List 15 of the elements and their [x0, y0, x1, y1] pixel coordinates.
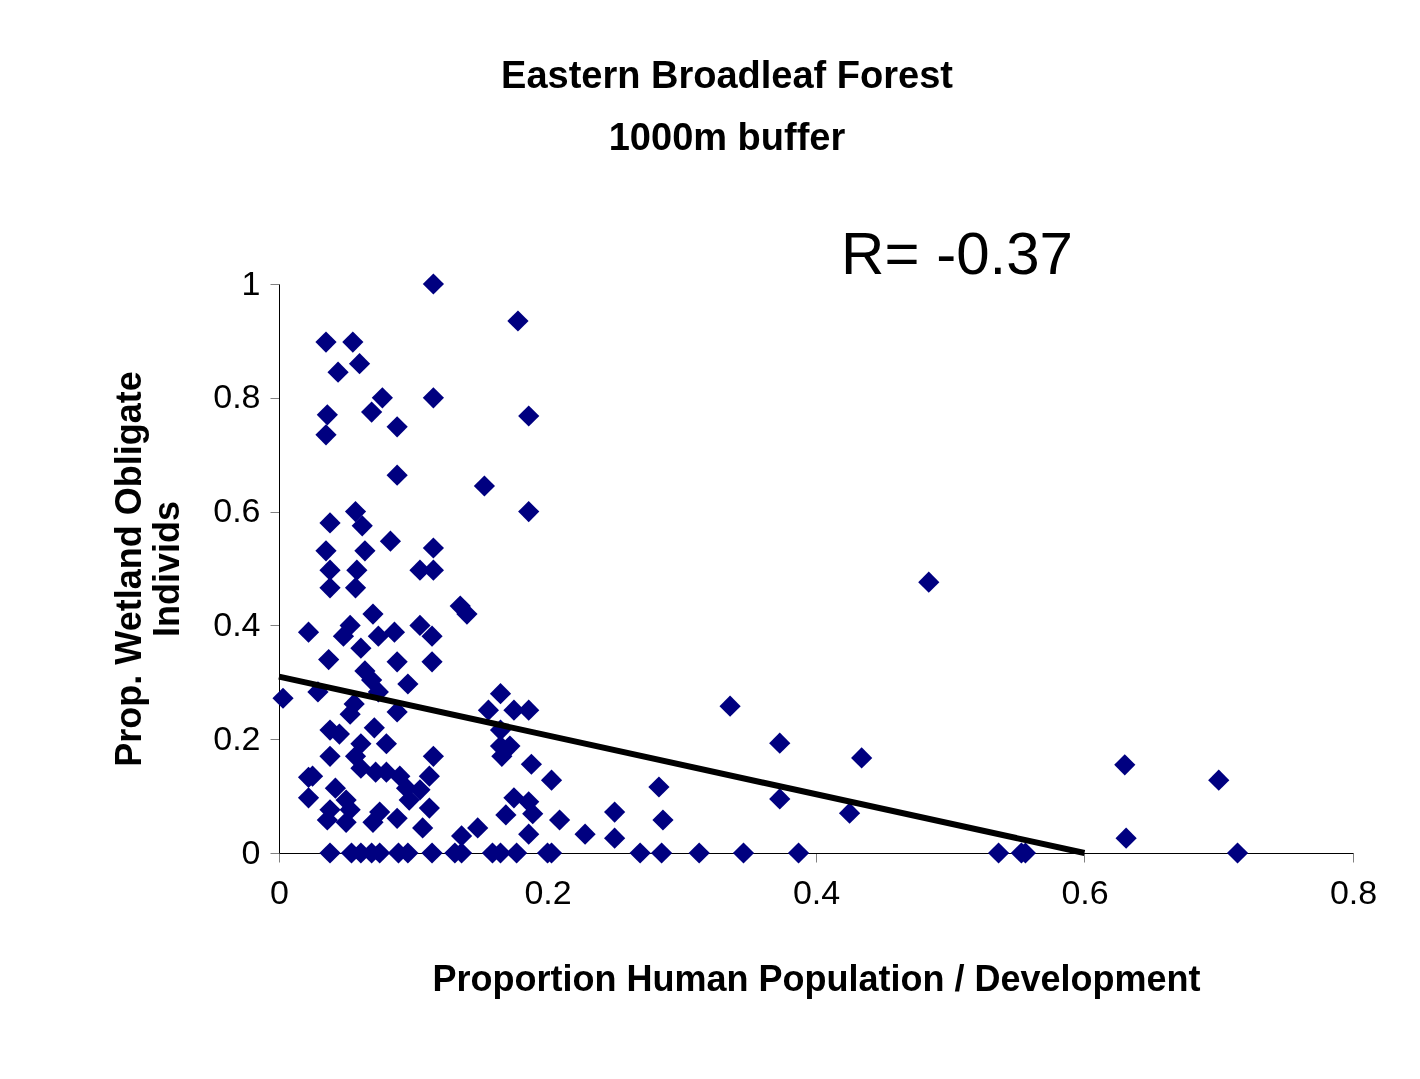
- annotation: R= -0.37: [841, 220, 1073, 287]
- x-tick-label: 0.2: [524, 872, 572, 911]
- y-tick-label: 0.6: [213, 491, 261, 530]
- x-tick-label: 0.8: [1329, 872, 1378, 911]
- y-axis-title: Prop. Wetland Obligate Individs: [108, 371, 188, 767]
- x-tick-label: 0: [270, 872, 289, 911]
- y-tick-label: 0: [241, 832, 261, 871]
- x-axis-title: Proportion Human Population / Development: [432, 957, 1201, 999]
- x-tick-label: 0.4: [792, 872, 841, 911]
- y-tick-label: 0.8: [213, 377, 261, 416]
- y-tick-label: 1: [241, 263, 261, 302]
- y-tick-label: 0.4: [213, 604, 261, 643]
- x-tick-label: 0.6: [1061, 872, 1109, 911]
- chart-title: Eastern Broadleaf Forest 1000m buffer: [501, 54, 954, 158]
- y-tick-label: 0.2: [213, 718, 261, 757]
